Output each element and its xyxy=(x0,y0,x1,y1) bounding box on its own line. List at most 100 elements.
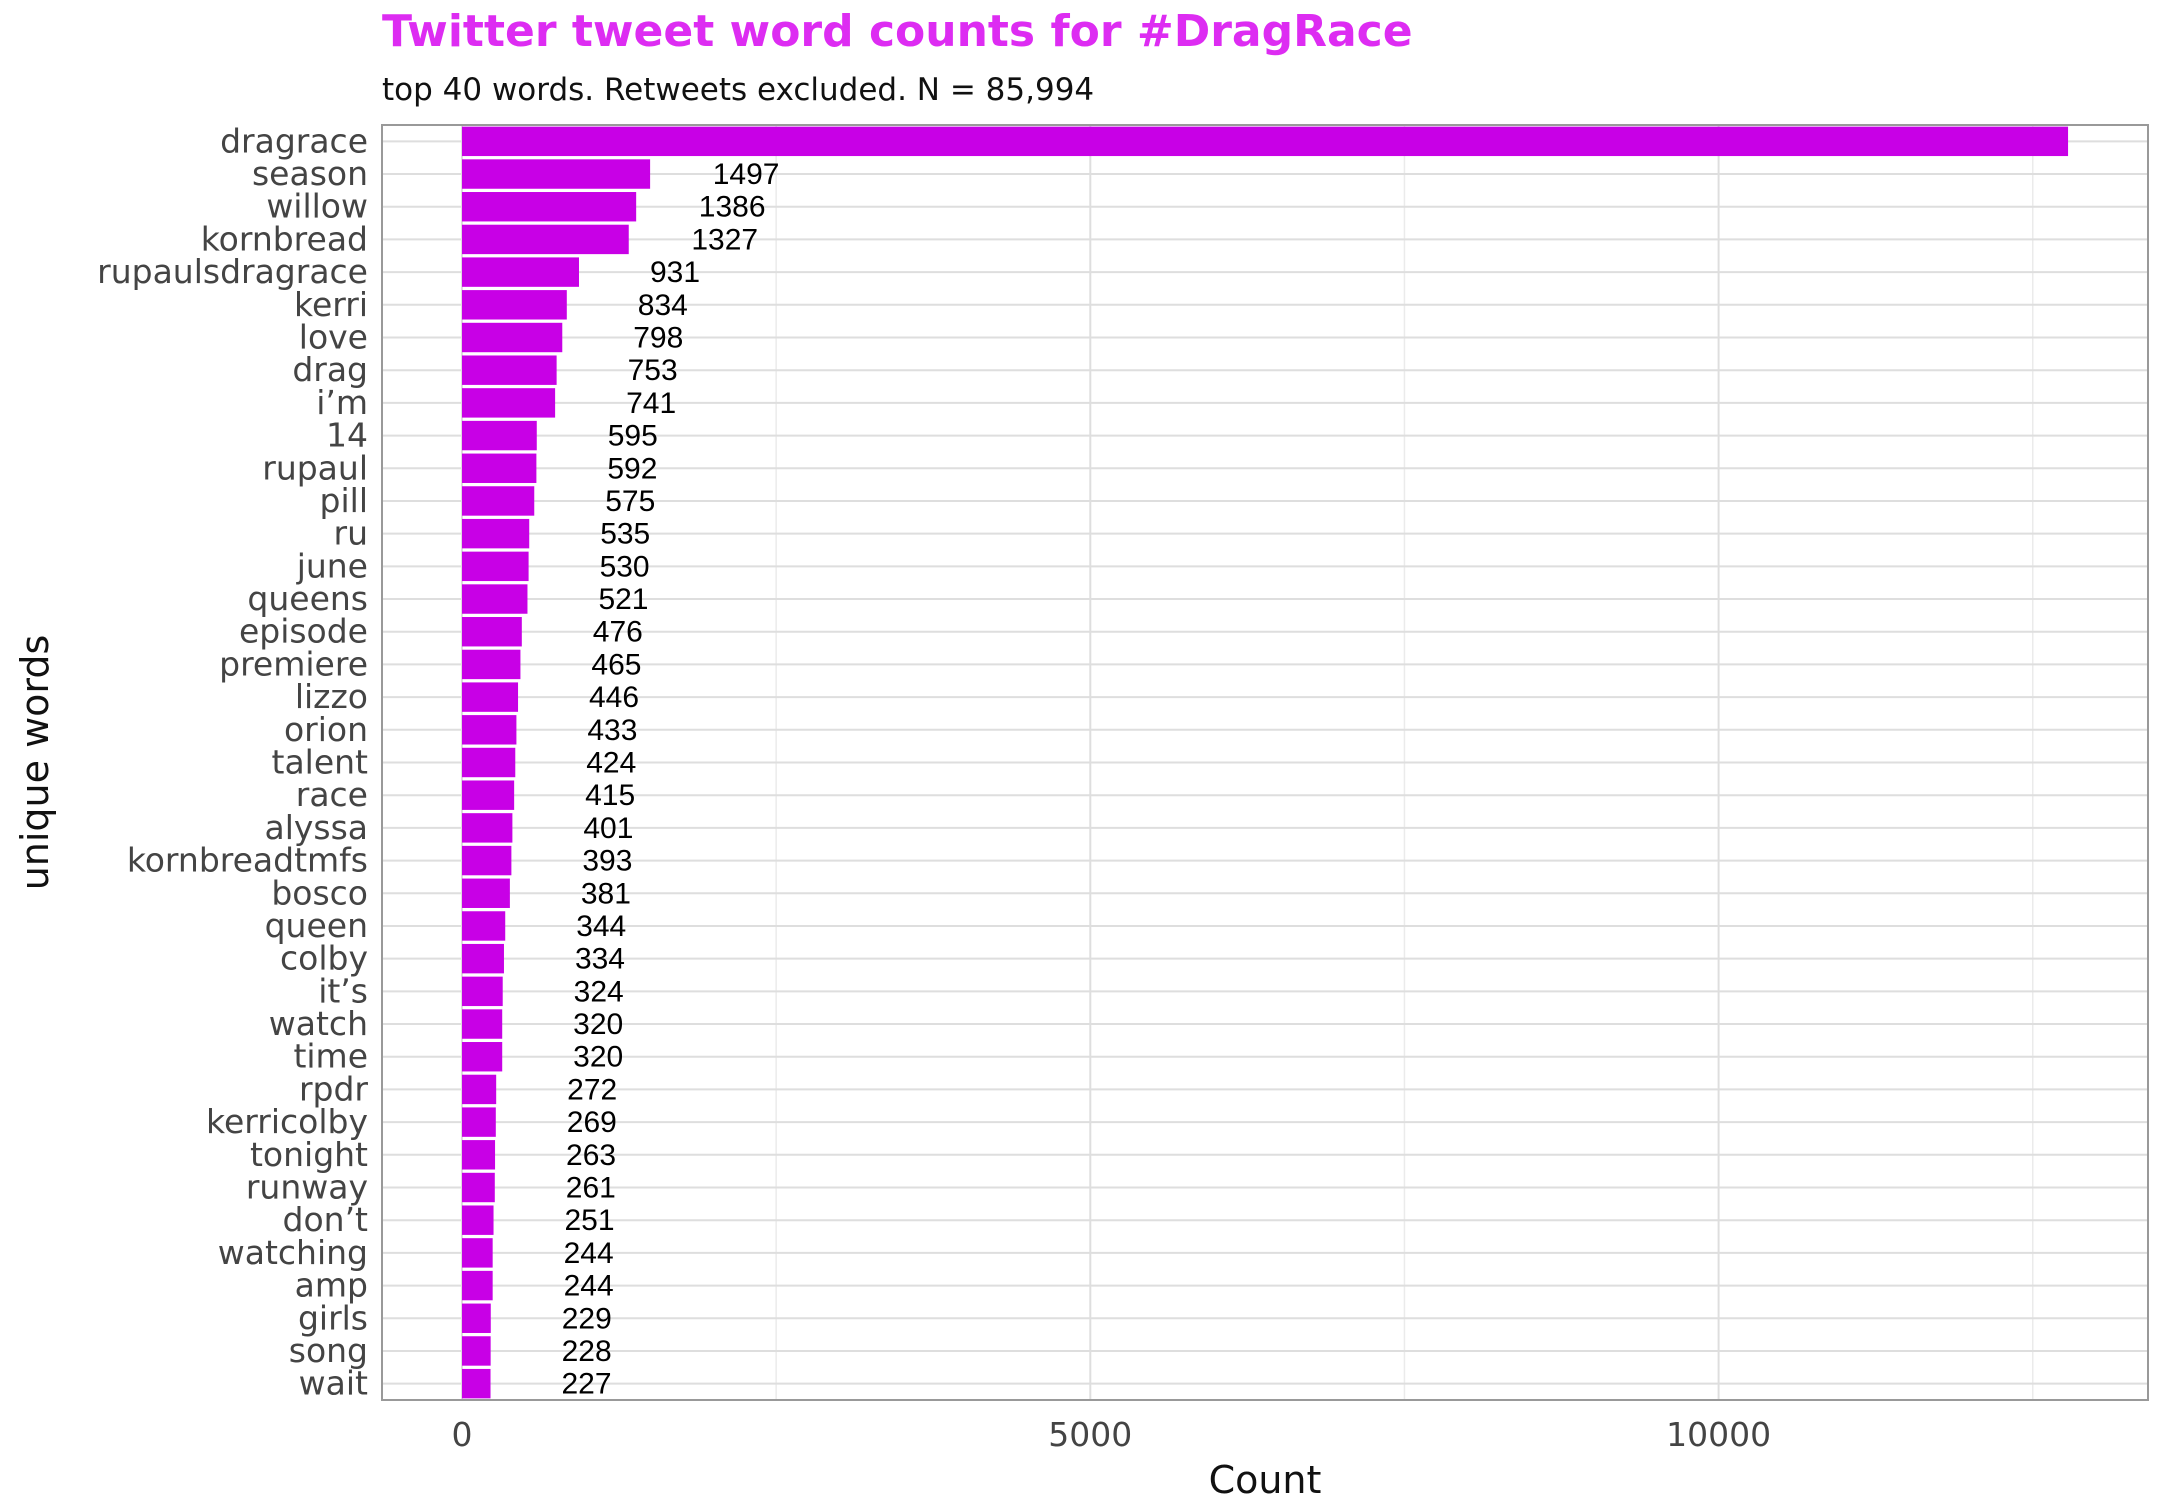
y-tick-label: song xyxy=(289,1331,368,1370)
data-label: 595 xyxy=(608,420,658,453)
bar xyxy=(462,224,629,255)
bar xyxy=(462,551,529,582)
bar xyxy=(462,1140,496,1170)
y-tick-label: kornbread xyxy=(201,219,368,258)
y-tick-label: race xyxy=(296,775,368,814)
bar xyxy=(462,845,512,876)
y-tick-label: willow xyxy=(266,187,368,226)
x-tick-label: 10000 xyxy=(1666,1415,1771,1454)
data-label: 575 xyxy=(605,485,655,518)
bar xyxy=(462,1172,495,1203)
bars xyxy=(462,126,2069,1399)
bar xyxy=(462,322,563,353)
bar xyxy=(462,878,510,908)
y-tick-label: drag xyxy=(292,350,368,389)
bar xyxy=(462,780,515,810)
y-tick-label: kerricolby xyxy=(206,1102,368,1141)
y-tick-label: tonight xyxy=(250,1135,368,1174)
y-tick-label: girls xyxy=(298,1298,368,1337)
data-label: 465 xyxy=(591,648,641,681)
bar xyxy=(462,813,513,843)
chart-subtitle: top 40 words. Retweets excluded. N = 85,… xyxy=(382,72,1094,108)
bar xyxy=(462,747,516,778)
data-label: 401 xyxy=(583,812,633,845)
data-label: 446 xyxy=(589,681,639,714)
bar xyxy=(462,518,530,549)
bar xyxy=(462,584,528,614)
chart-title: Twitter tweet word counts for #DragRace xyxy=(382,6,1413,57)
data-label: 592 xyxy=(607,452,657,485)
y-tick-label: rupaul xyxy=(262,448,368,487)
data-label: 261 xyxy=(566,1172,616,1205)
y-tick-label: watch xyxy=(269,1004,368,1043)
data-label: 269 xyxy=(567,1106,617,1139)
data-label: 931 xyxy=(650,256,700,289)
data-label: 324 xyxy=(574,975,624,1008)
y-tick-label: 14 xyxy=(326,416,368,455)
bar xyxy=(462,420,537,451)
bar xyxy=(462,388,556,418)
x-axis-ticks: 0 5000 10000 xyxy=(452,1415,1772,1454)
bar xyxy=(462,976,503,1007)
bar xyxy=(462,1303,491,1333)
data-label: 334 xyxy=(575,943,625,976)
y-tick-label: june xyxy=(296,546,368,585)
y-tick-label: queen xyxy=(265,906,368,945)
bar xyxy=(462,617,522,647)
data-label: 244 xyxy=(564,1270,614,1303)
y-tick-label: wait xyxy=(299,1364,368,1403)
y-tick-label: rpdr xyxy=(299,1069,368,1108)
y-axis-ticks: dragraceseasonwillowkornbreadrupaulsdrag… xyxy=(97,121,368,1402)
y-tick-label: watching xyxy=(218,1233,368,1272)
bar xyxy=(462,1009,503,1039)
bar xyxy=(462,192,637,222)
x-tick-label: 0 xyxy=(452,1415,473,1454)
y-tick-label: episode xyxy=(239,612,368,651)
data-label: 521 xyxy=(598,583,648,616)
data-label: 424 xyxy=(586,747,636,780)
y-tick-label: lizzo xyxy=(295,677,368,716)
data-labels: 1497138613279318347987537415955925755355… xyxy=(561,158,779,1401)
data-label: 344 xyxy=(576,910,626,943)
data-label: 393 xyxy=(582,845,632,878)
bar xyxy=(462,1238,493,1268)
data-label: 834 xyxy=(638,289,688,322)
bar xyxy=(462,1107,496,1137)
y-tick-label: kornbreadtmfs xyxy=(127,841,368,880)
bar xyxy=(462,649,521,680)
data-label: 320 xyxy=(573,1041,623,1074)
x-axis-title: Count xyxy=(1209,1458,1322,1502)
data-label: 1386 xyxy=(699,191,766,224)
bar xyxy=(462,682,519,712)
y-tick-label: love xyxy=(299,318,368,357)
y-tick-label: talent xyxy=(272,743,369,782)
data-label: 535 xyxy=(600,518,650,551)
y-tick-label: kerri xyxy=(294,285,368,324)
data-label: 228 xyxy=(562,1335,612,1368)
y-tick-label: premiere xyxy=(219,644,368,683)
data-label: 741 xyxy=(626,387,676,420)
data-label: 244 xyxy=(564,1237,614,1270)
data-label: 1497 xyxy=(713,158,780,191)
data-label: 272 xyxy=(567,1073,617,1106)
bar xyxy=(462,257,579,287)
data-label: 227 xyxy=(561,1368,611,1401)
bar xyxy=(462,943,504,974)
y-tick-label: rupaulsdragrace xyxy=(97,252,368,291)
data-label: 530 xyxy=(600,550,650,583)
bar xyxy=(462,715,517,745)
data-label: 320 xyxy=(573,1008,623,1041)
bar xyxy=(462,911,506,941)
y-tick-label: ru xyxy=(334,514,368,553)
data-label: 433 xyxy=(587,714,637,747)
data-label: 415 xyxy=(585,779,635,812)
bar xyxy=(462,290,567,320)
bar xyxy=(462,486,535,516)
bar xyxy=(462,159,651,189)
y-tick-label: colby xyxy=(280,939,368,978)
y-tick-label: pill xyxy=(320,481,368,520)
data-label: 476 xyxy=(593,616,643,649)
data-label: 251 xyxy=(565,1204,615,1237)
